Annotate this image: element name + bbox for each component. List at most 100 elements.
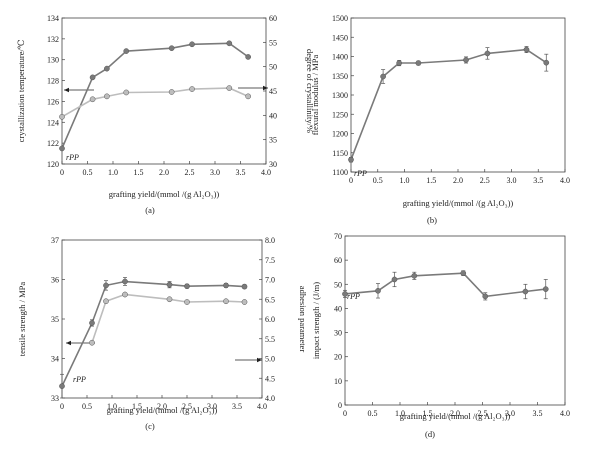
plot-frame — [344, 235, 566, 406]
y-tick-label: 1350 — [332, 72, 348, 81]
y-tick-label: 1500 — [332, 14, 348, 23]
data-point — [380, 73, 386, 80]
data-point — [89, 96, 96, 103]
y-tick-label: 1150 — [332, 149, 348, 158]
y-tick-label: 1100 — [332, 168, 348, 177]
x-tick-label: 2.5 — [182, 402, 192, 411]
x-tick-label: 0.5 — [82, 402, 92, 411]
data-point — [103, 282, 109, 289]
y2-axis-label: degree of crystallinity/% — [305, 49, 315, 133]
data-point — [168, 89, 175, 95]
y-axis-label: tensile strength / MPa — [17, 282, 27, 357]
data-point — [226, 40, 233, 47]
data-point — [391, 276, 398, 283]
y-tick-label: 1250 — [332, 110, 348, 119]
y2-tick-label: 8.0 — [265, 236, 275, 245]
data-point — [59, 383, 65, 389]
data-point — [482, 293, 489, 300]
data-point — [415, 60, 422, 66]
data-point — [122, 291, 128, 298]
x-axis-label: grafting yield/(mmol /(g Al₂O₃)) — [109, 189, 220, 199]
x-tick-label: 2.5 — [478, 409, 488, 418]
axis-arrow-head — [257, 357, 262, 363]
y-tick-label: 35 — [51, 315, 59, 324]
x-tick-label: 1.0 — [108, 168, 118, 177]
y-tick-label: 126 — [47, 97, 59, 106]
data-point — [184, 283, 190, 290]
x-tick-label: 3.5 — [533, 409, 543, 418]
x-tick-label: 4.0 — [560, 176, 570, 185]
x-tick-label: 2.0 — [453, 176, 463, 185]
data-point — [245, 93, 251, 100]
data-point — [484, 50, 491, 57]
x-tick-label: 4.0 — [560, 409, 570, 418]
data-point — [168, 45, 175, 52]
series-line — [61, 42, 249, 149]
data-point — [542, 286, 549, 292]
data-point — [245, 54, 251, 60]
y-tick-label: 120 — [47, 160, 59, 169]
y-tick-label: 132 — [47, 35, 59, 44]
x-tick-label: 3.5 — [232, 402, 242, 411]
rpp-annotation: rPP — [66, 153, 79, 162]
data-point — [184, 299, 190, 305]
series-line — [61, 280, 245, 387]
axis-arrow-head — [66, 340, 71, 346]
y-tick-label: 70 — [334, 232, 342, 241]
data-point — [122, 278, 128, 285]
y2-tick-label: 5.0 — [265, 355, 275, 364]
data-point — [103, 298, 109, 305]
x-tick-label: 4.0 — [257, 402, 267, 411]
rpp-annotation: rPP — [354, 169, 367, 178]
y-tick-label: 0 — [338, 401, 342, 410]
x-axis-label: grafting yield/(mmol /(g Al₂O₃)) — [400, 411, 511, 421]
y-tick-label: 128 — [47, 77, 59, 86]
panel-d: 0 0.5 1.0 1.5 2.0 2.5 3.0 3.5 4.0 0 10 20 30 40 50 60 70… — [311, 232, 570, 439]
rpp-annotation: rPP — [347, 292, 360, 301]
y2-tick-label: 40 — [269, 111, 277, 120]
y2-tick-label: 4.0 — [265, 394, 275, 403]
data-point — [89, 320, 95, 326]
y-tick-label: 122 — [47, 139, 59, 148]
panel-a: 0 0.5 1.0 1.5 2.0 2.5 3.0 3.5 4.0 120 122 124 126 128… — [16, 14, 315, 215]
y-tick-label: 37 — [51, 236, 59, 245]
y2-tick-label: 60 — [269, 14, 277, 23]
series-line — [344, 272, 546, 298]
axis-arrow-head — [263, 85, 268, 91]
y2-tick-label: 5.5 — [265, 335, 275, 344]
data-point — [89, 339, 95, 346]
data-point — [104, 93, 110, 100]
y2-tick-label: 4.5 — [265, 374, 275, 383]
data-point — [123, 89, 130, 96]
data-point — [123, 48, 130, 54]
y-tick-label: 1400 — [332, 53, 348, 62]
y-tick-label: 50 — [334, 280, 342, 289]
data-point — [59, 145, 65, 152]
y2-tick-label: 45 — [269, 87, 277, 96]
data-point — [522, 288, 529, 295]
data-point — [460, 270, 467, 277]
axis-arrow-head — [64, 87, 69, 93]
series-line — [350, 48, 547, 160]
y2-tick-label: 35 — [269, 136, 277, 145]
y-tick-label: 33 — [51, 394, 59, 403]
y-tick-label: 130 — [47, 56, 59, 65]
x-tick-label: 4.0 — [261, 168, 271, 177]
x-tick-label: 3.0 — [505, 409, 515, 418]
panel-c: 0 0.5 1.0 1.5 2.0 2.5 3.0 3.5 4.0 33 34 35 36 37 4.0 4.… — [17, 236, 308, 431]
data-point — [223, 298, 229, 305]
y-tick-label: 1450 — [332, 33, 348, 42]
y-axis-label: flexural modulus / MPa — [310, 55, 320, 136]
x-tick-label: 0 — [60, 168, 64, 177]
panel-b: 0 0.5 1.0 1.5 2.0 2.5 3.0 3.5 4.0 1100 1150 1200 125… — [310, 14, 570, 225]
x-tick-label: 1.0 — [107, 402, 117, 411]
rpp-annotation: rPP — [73, 375, 86, 384]
y-tick-label: 20 — [334, 353, 342, 362]
data-point — [241, 283, 248, 290]
data-point — [223, 282, 229, 289]
x-tick-label: 3.0 — [210, 168, 220, 177]
data-point — [104, 65, 110, 72]
y-tick-label: 36 — [51, 276, 59, 285]
x-tick-label: 0.5 — [83, 168, 93, 177]
